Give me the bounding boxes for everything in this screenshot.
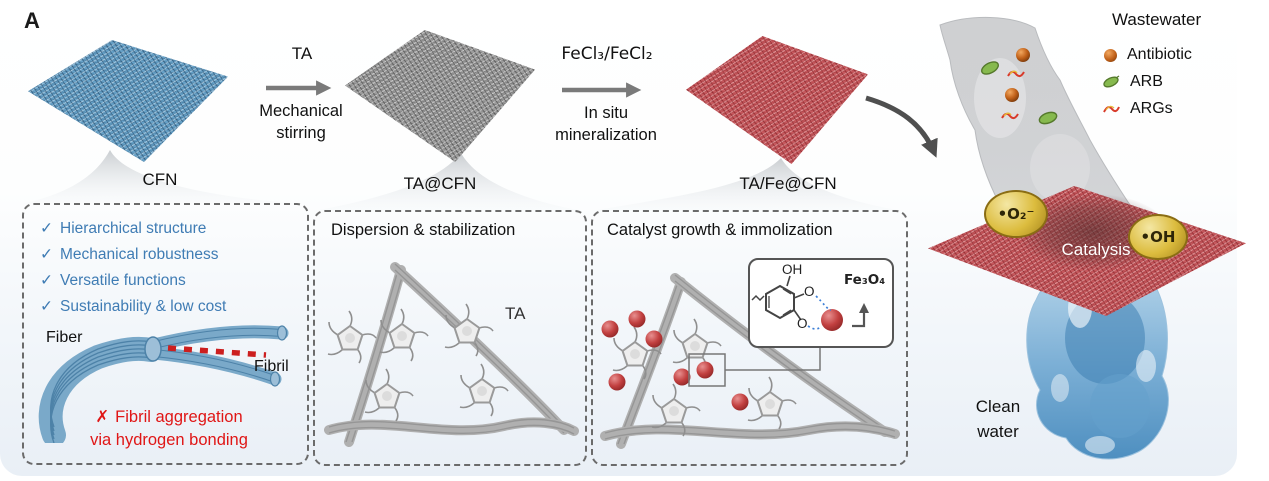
fibril-warning-line2: via hydrogen bonding — [90, 431, 248, 449]
step-label-cfn: CFN — [142, 170, 178, 189]
legend-label: ARGs — [1130, 100, 1173, 117]
fiber-cross-section — [144, 336, 162, 362]
oxygen-label: O — [797, 316, 808, 331]
funnel-cfn — [22, 150, 304, 204]
check-icon: ✓ — [40, 271, 53, 289]
fibril-warning-line1: ✗ Fibril aggregation — [95, 407, 243, 426]
arrow1-process-line2: stirring — [276, 124, 326, 142]
fiber-label: Fiber — [46, 329, 83, 346]
step-label-tafecfn: TA/Fe@CFN — [739, 174, 837, 193]
feature-item: ✓ Mechanical robustness — [40, 245, 219, 264]
legend-label: Antibiotic — [1127, 46, 1192, 63]
dispersion-title: Dispersion & stabilization — [331, 221, 516, 239]
growth-arrow — [852, 312, 866, 328]
fe3o4-formula: Fe₃O₄ — [844, 272, 886, 288]
catalyst-box: Catalyst growth & immolization — [591, 210, 908, 466]
feature-item: ✓ Sustainability & low cost — [40, 297, 226, 316]
args-gene-strand — [1003, 112, 1012, 117]
dispersion-box: Dispersion & stabilization — [313, 210, 587, 466]
catalyst-title: Catalyst growth & immolization — [607, 221, 833, 239]
funnel-tacfn — [314, 153, 582, 211]
growth-arrowhead — [859, 303, 869, 313]
superoxide-radical-bubble: •O₂⁻ — [984, 190, 1048, 238]
arb-bacterium — [1038, 111, 1058, 125]
clean-water-splash — [1026, 264, 1169, 460]
panel-label: A — [24, 8, 40, 33]
arrow2-process-line1: In situ — [583, 104, 629, 122]
gene-squiggle-icon — [1103, 105, 1120, 113]
ta-molecule-label: TA — [505, 304, 526, 323]
hydroxyl-radical-bubble: •OH — [1128, 214, 1188, 260]
antibiotic-particle — [1016, 48, 1030, 62]
substituent-bonds — [786, 275, 805, 321]
arrow1-process-label: Mechanical stirring — [221, 100, 381, 144]
legend-item-args: ARGs — [1102, 100, 1173, 118]
arrow1-process-line1: Mechanical — [259, 102, 343, 120]
cross-icon: ✗ — [95, 407, 110, 426]
dispersion-illustration — [319, 242, 581, 460]
legend-item-antibiotic: Antibiotic — [1104, 46, 1192, 64]
feature-text: Sustainability & low cost — [60, 298, 227, 315]
cfn-feature-box: ✓ Hierarchical structure ✓ Mechanical robu… — [22, 203, 309, 465]
feature-item: ✓ Hierarchical structure — [40, 219, 206, 238]
bacterium-icon — [1103, 75, 1120, 88]
funnel-tafecfn — [592, 158, 902, 211]
clean-water-label: Clean water — [946, 394, 1050, 444]
hydrogen-bond-dashes — [167, 345, 267, 358]
oxygen-label: O — [804, 284, 815, 299]
arrow2-reagent-label: FeCl₃/FeCl₂ — [561, 44, 653, 64]
antibiotic-icon — [1104, 48, 1117, 62]
coordination-bond-dotted — [815, 295, 832, 311]
wastewater-stream — [939, 16, 1144, 231]
catechol-binding-inset: OH O O Fe₃O₄ — [748, 258, 894, 348]
fe3o4-particle — [821, 309, 843, 331]
fibril-label: Fibril — [254, 358, 289, 375]
check-icon: ✓ — [40, 219, 53, 237]
fibril-warning: ✗ Fibril aggregation via hydrogen bonding — [54, 405, 284, 452]
arrow2-process-label: In situ mineralization — [526, 102, 686, 146]
catalysis-label: Catalysis — [1061, 240, 1131, 259]
curved-arrow — [865, 95, 938, 158]
hydroxyl-group-label: OH — [782, 262, 803, 277]
benzene-ring — [765, 284, 795, 320]
clean-water-line1: Clean — [975, 397, 1021, 416]
check-icon: ✓ — [40, 245, 53, 263]
legend-title: Wastewater — [1112, 10, 1202, 29]
feature-text: Hierarchical structure — [60, 220, 207, 237]
coordination-bond-dotted — [807, 325, 822, 330]
fiber-fibril-illustration — [30, 323, 302, 443]
zoom-callout-connector — [725, 342, 821, 371]
antibiotic-particle — [1005, 88, 1019, 102]
ta-molecules — [327, 303, 509, 422]
feature-text: Mechanical robustness — [60, 246, 219, 263]
step-label-tacfn: TA@CFN — [403, 174, 477, 193]
water-treatment-illustration — [939, 16, 1169, 460]
legend-item-arb: ARB — [1102, 73, 1163, 91]
wastewater-legend: Wastewater Antibiotic ARB ARGs — [1098, 10, 1263, 120]
check-icon: ✓ — [40, 297, 53, 315]
legend-label: ARB — [1130, 73, 1163, 90]
arb-bacterium — [981, 61, 999, 75]
cellulose-fibers — [329, 264, 574, 442]
polymer-squiggle-bond — [751, 294, 765, 302]
args-gene-strand — [1009, 70, 1018, 75]
catechol-structure — [751, 275, 869, 331]
feature-item: ✓ Versatile functions — [40, 271, 186, 290]
feature-text: Versatile functions — [60, 272, 186, 289]
clean-water-line2: water — [977, 422, 1019, 441]
catalyst-illustration — [597, 246, 903, 460]
arrow2-process-line2: mineralization — [555, 126, 657, 144]
arrow1-reagent-label: TA — [291, 44, 313, 63]
